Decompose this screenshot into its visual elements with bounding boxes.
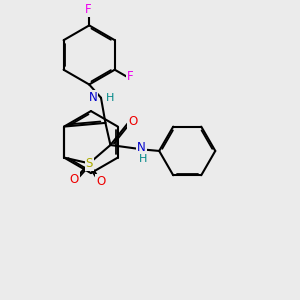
Text: O: O (96, 175, 106, 188)
Text: O: O (70, 173, 79, 186)
Text: S: S (85, 157, 93, 170)
Text: N: N (89, 91, 98, 104)
Text: H: H (105, 93, 114, 103)
Text: H: H (139, 154, 147, 164)
Text: N: N (137, 141, 146, 154)
Text: F: F (127, 70, 133, 83)
Text: F: F (84, 3, 91, 16)
Text: O: O (128, 115, 137, 128)
